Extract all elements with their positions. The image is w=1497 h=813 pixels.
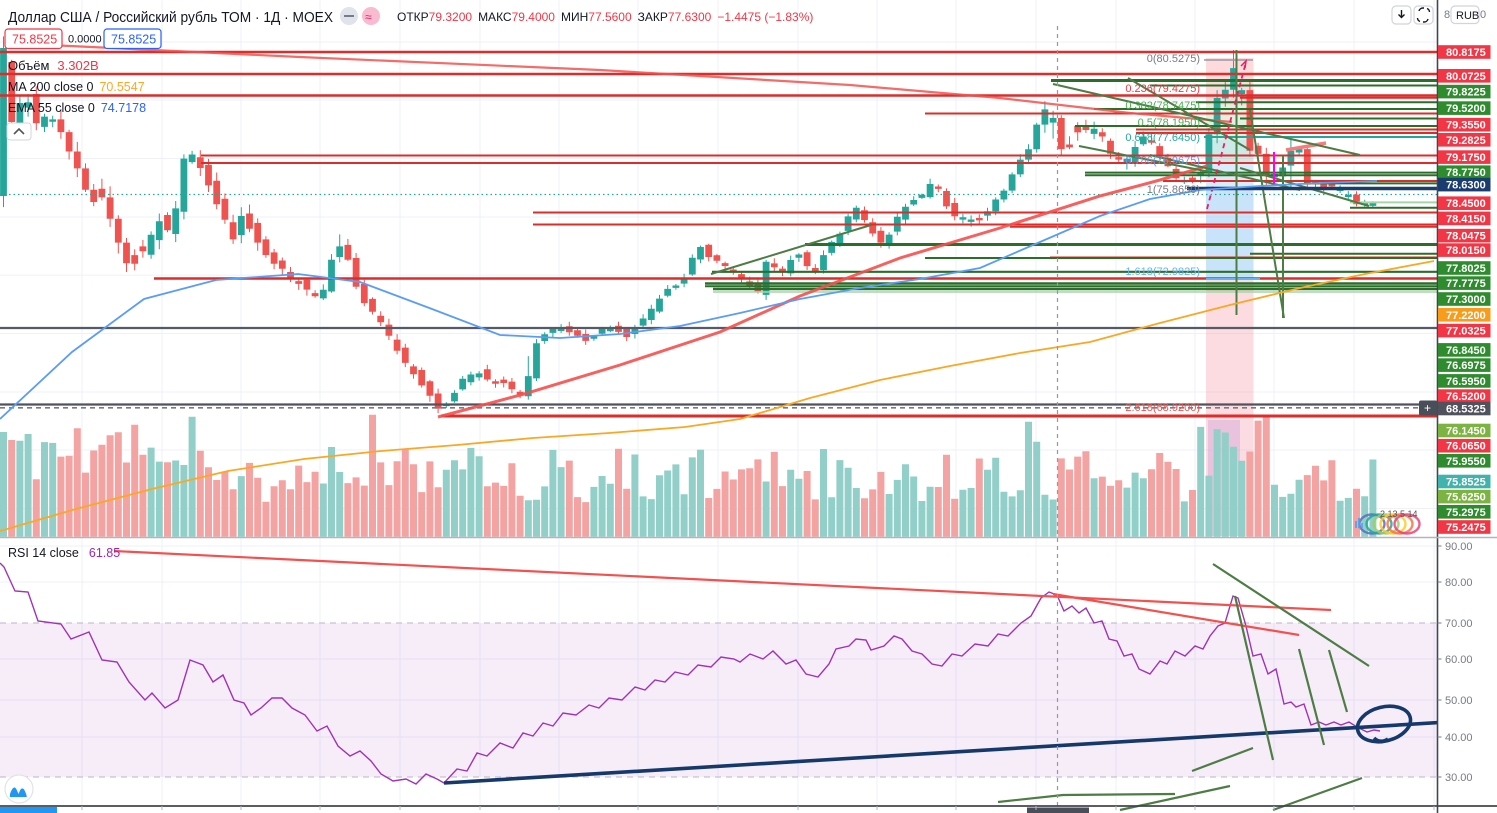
svg-text:77.3000: 77.3000 [1446,294,1486,306]
svg-text:79.1750: 79.1750 [1446,152,1486,164]
svg-text:0: 0 [1480,9,1486,21]
svg-text:79.3550: 79.3550 [1446,120,1486,132]
svg-text:30.00: 30.00 [1445,772,1473,784]
svg-text:76.5950: 76.5950 [1446,376,1486,388]
svg-text:0(80.5275): 0(80.5275) [1147,53,1200,65]
svg-text:76.1450: 76.1450 [1446,426,1486,438]
svg-text:68.5325: 68.5325 [1446,404,1486,416]
svg-text:1(75.8650): 1(75.8650) [1147,184,1200,196]
svg-text:77.2200: 77.2200 [1446,310,1486,322]
svg-text:70.00: 70.00 [1445,618,1473,630]
svg-text:EMA 55 close 074.7178: EMA 55 close 0 74.7178 [8,101,146,115]
svg-text:≈: ≈ [365,10,372,24]
svg-text:40.00: 40.00 [1445,732,1473,744]
svg-text:79.5200: 79.5200 [1446,103,1486,115]
svg-text:0.786(76.9675): 0.786(76.9675) [1125,155,1200,167]
svg-text:80.8175: 80.8175 [1446,47,1486,59]
svg-text:78.0475: 78.0475 [1446,231,1486,243]
svg-text:75.9550: 75.9550 [1446,456,1486,468]
svg-text:0.382(78.7475): 0.382(78.7475) [1125,100,1200,112]
svg-text:0.236(79.4275): 0.236(79.4275) [1125,83,1200,95]
svg-text:78.7750: 78.7750 [1446,167,1486,179]
svg-text:79.2825: 79.2825 [1446,135,1486,147]
svg-text:0.618(77.6450): 0.618(77.6450) [1125,132,1200,144]
svg-text:0.5(78.1950): 0.5(78.1950) [1138,117,1200,129]
svg-text:75.2475: 75.2475 [1446,522,1486,534]
svg-text:0.0000: 0.0000 [68,34,102,46]
svg-text:76.6975: 76.6975 [1446,360,1486,372]
svg-text:75.8525: 75.8525 [12,33,57,47]
svg-text:80.0725: 80.0725 [1446,71,1486,83]
svg-text:76.8450: 76.8450 [1446,345,1486,357]
svg-text:90.00: 90.00 [1445,541,1473,553]
svg-text:+: + [1424,401,1431,415]
svg-text:50.00: 50.00 [1445,695,1473,707]
svg-text:77.0325: 77.0325 [1446,326,1486,338]
svg-text:77.8025: 77.8025 [1446,263,1486,275]
svg-text:MA 200 close 070.5547: MA 200 close 0 70.5547 [8,80,145,94]
svg-text:Доллар США / Российский рубль: Доллар США / Российский рубль ТОМ · 1Д ·… [8,9,333,26]
svg-text:RUB: RUB [1456,10,1479,22]
svg-text:77.7775: 77.7775 [1446,278,1486,290]
svg-text:60.00: 60.00 [1445,654,1473,666]
svg-text:2.618(68.9200): 2.618(68.9200) [1125,402,1200,414]
svg-text:76.0650: 76.0650 [1446,441,1486,453]
svg-text:79.8225: 79.8225 [1446,87,1486,99]
svg-text:80.00: 80.00 [1445,577,1473,589]
svg-text:75.8525: 75.8525 [1446,477,1486,489]
svg-text:8: 8 [1444,9,1450,21]
svg-text:75.6250: 75.6250 [1446,492,1486,504]
svg-text:78.0150: 78.0150 [1446,245,1486,257]
svg-text:1.618(72.9825): 1.618(72.9825) [1125,266,1200,278]
svg-text:76.5200: 76.5200 [1446,391,1486,403]
svg-text:78.4150: 78.4150 [1446,213,1486,225]
svg-text:78.6300: 78.6300 [1446,180,1486,192]
svg-text:2 13 5 14: 2 13 5 14 [1380,509,1418,519]
svg-text:78.4500: 78.4500 [1446,198,1486,210]
svg-text:75.8525: 75.8525 [111,33,156,47]
svg-text:75.2975: 75.2975 [1446,507,1486,519]
